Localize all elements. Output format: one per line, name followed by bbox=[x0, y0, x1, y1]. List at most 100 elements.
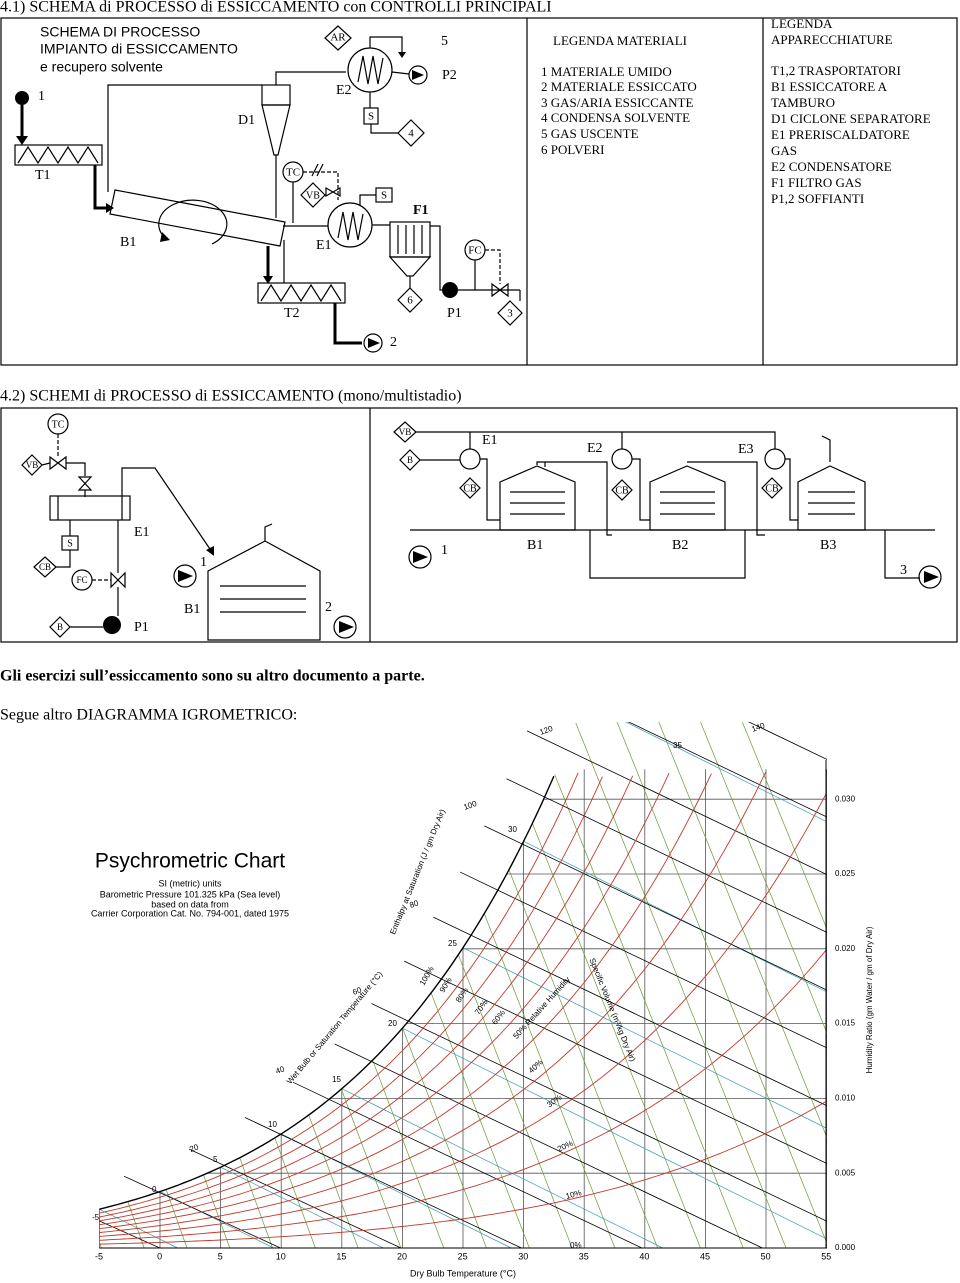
process-diagram-part bbox=[363, 333, 383, 353]
diagram-label-part: E2 bbox=[336, 83, 352, 98]
volume-line bbox=[99, 1239, 102, 1249]
diagram-label-part: B bbox=[407, 455, 413, 465]
process-diagram-part bbox=[388, 256, 432, 277]
psychrometric-text-part: Dry Bulb Temperature (°C) bbox=[410, 1268, 516, 1278]
volume-line bbox=[127, 1201, 145, 1249]
process-diagram-part bbox=[368, 338, 380, 348]
x-tick-label: 55 bbox=[821, 1251, 831, 1261]
multi-stage-diagram-part bbox=[459, 477, 481, 499]
x-tick-label: 25 bbox=[458, 1251, 468, 1261]
psychrometric-chart bbox=[99, 722, 827, 1249]
multi-stage-diagram-part bbox=[821, 435, 831, 462]
rh-curve bbox=[99, 775, 634, 1222]
wet-bulb-tick-part: 0 bbox=[152, 1185, 157, 1194]
diagram-title-part: e recupero solvente bbox=[40, 59, 163, 75]
process-diagram-part bbox=[325, 186, 341, 198]
legend-materials-part: 1 MATERIALE UMIDO bbox=[541, 64, 672, 79]
process-diagram-part bbox=[442, 282, 458, 298]
legend-equipment-part: LEGENDA bbox=[771, 16, 833, 31]
diagram-label-part: S bbox=[381, 190, 387, 202]
legend-equipment-part: D1 CICLONE SEPARATORE bbox=[771, 111, 931, 126]
process-diagram-part bbox=[391, 71, 410, 75]
diagram-label-part: E3 bbox=[738, 442, 754, 457]
process-diagram-part bbox=[316, 163, 324, 177]
diagram-label-part: 4 bbox=[408, 128, 414, 140]
process-diagram-part bbox=[389, 221, 431, 258]
mono-stage-diagram-part bbox=[49, 455, 67, 471]
legend-materials-part: 3 GAS/ARIA ESSICCANTE bbox=[541, 95, 693, 110]
mono-stage-diagram-part bbox=[41, 462, 51, 466]
mono-stage-diagram-part bbox=[77, 476, 93, 491]
diagram-label-part: E1 bbox=[134, 525, 150, 540]
rh-curve bbox=[99, 773, 712, 1230]
legend-materials-part: 6 POLVERI bbox=[541, 142, 604, 157]
multi-stage-diagram-part bbox=[536, 461, 546, 467]
enthalpy-tick-part: 80 bbox=[408, 898, 420, 910]
wet-bulb-line bbox=[341, 1088, 663, 1249]
diagram-label-part: P1 bbox=[134, 620, 149, 635]
volume-line bbox=[700, 722, 827, 1034]
diagram-label-part: B bbox=[57, 622, 63, 632]
process-diagram-part bbox=[324, 25, 352, 51]
diagram-title-part: SCHEMA DI PROCESSO bbox=[40, 24, 200, 40]
diagram-label-part: CB bbox=[39, 562, 51, 572]
diagram-label-part: D1 bbox=[238, 113, 255, 128]
relative-humidity-label-part: 80% bbox=[454, 986, 470, 1004]
x-tick-label: 10 bbox=[276, 1251, 286, 1261]
volume-line bbox=[402, 1027, 487, 1249]
y-tick-label: 0.030 bbox=[835, 794, 856, 803]
wet-bulb-tick-part: 20 bbox=[388, 1019, 397, 1028]
process-diagram-part bbox=[359, 194, 376, 205]
multi-stage-diagram-part bbox=[545, 461, 612, 536]
mono-stage-diagram-part bbox=[264, 523, 273, 541]
diagram-label-part: 2 bbox=[325, 600, 332, 615]
x-tick-label: 0 bbox=[157, 1251, 162, 1261]
y-tick-label: 0.020 bbox=[835, 944, 856, 953]
multi-stage-diagram-part bbox=[459, 448, 481, 470]
legend-equipment-part: TAMBURO bbox=[771, 95, 835, 110]
volume-line bbox=[508, 869, 659, 1249]
enthalpy-tick-part: 100 bbox=[462, 799, 478, 812]
multi-stage-diagram-part bbox=[687, 461, 765, 536]
psychrometric-text-part: Specific Volume (m³/kg Dry Air) bbox=[587, 957, 637, 1063]
diagram-label-part: 1 bbox=[38, 89, 45, 104]
psychrometric-text: Psychrometric Chart SI (metric) units Ba… bbox=[91, 808, 874, 1279]
multi-stage-diagram-part bbox=[764, 448, 786, 470]
process-diagram-part bbox=[408, 65, 428, 85]
multi-stage-diagram-part bbox=[761, 477, 783, 499]
mono-stage-diagram-part bbox=[339, 621, 354, 633]
y-tick-label: 0.010 bbox=[835, 1094, 856, 1103]
diagram-label-part: B3 bbox=[820, 538, 836, 553]
rh-curve bbox=[99, 776, 603, 1218]
mono-stage-diagram-part bbox=[21, 454, 43, 476]
wet-bulb-tick-part: 30 bbox=[508, 825, 517, 834]
enthalpy-line bbox=[459, 871, 827, 1049]
enthalpy-tick-part: 20 bbox=[188, 1142, 200, 1154]
enthalpy-line bbox=[433, 916, 827, 1107]
volume-line bbox=[165, 1189, 188, 1249]
multi-stage-diagram bbox=[393, 421, 942, 589]
diagram-label-part: 5 bbox=[441, 34, 448, 49]
multi-stage-diagram-part bbox=[399, 449, 421, 471]
wet-bulb-line bbox=[462, 947, 827, 1129]
process-diagram-part bbox=[109, 189, 286, 247]
multi-stage-diagram-part bbox=[797, 465, 866, 531]
mono-stage-diagram-part bbox=[66, 462, 86, 476]
wet-bulb-tick-part: 15 bbox=[332, 1075, 341, 1084]
process-diagram-part bbox=[16, 136, 28, 145]
process-diagram-part bbox=[397, 287, 423, 313]
volume-line bbox=[203, 1174, 231, 1249]
rh-curve bbox=[99, 772, 579, 1214]
x-tick-label: -5 bbox=[95, 1251, 103, 1261]
diagram-label-part: 3 bbox=[507, 308, 513, 320]
process-diagram-part bbox=[357, 55, 384, 85]
psychrometric-text-part: Psychrometric Chart bbox=[95, 850, 285, 873]
multi-stage-diagram-part bbox=[408, 545, 432, 569]
process-diagram-part bbox=[160, 232, 170, 242]
legend-materials: LEGENDA MATERIALI 1 MATERIALE UMIDO 2 MA… bbox=[541, 33, 697, 157]
legend-equipment-part: APPARECCHIATURE bbox=[771, 32, 893, 47]
multi-stage-diagram-part bbox=[393, 421, 417, 443]
process-diagram-part bbox=[257, 282, 346, 304]
process-diagram-part bbox=[327, 202, 373, 248]
